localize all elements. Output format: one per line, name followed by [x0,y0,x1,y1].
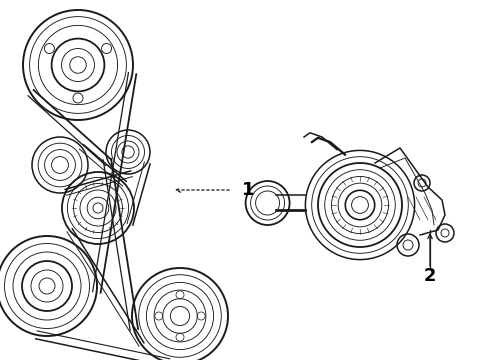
Text: 2: 2 [424,267,436,285]
Text: 1: 1 [242,181,254,199]
